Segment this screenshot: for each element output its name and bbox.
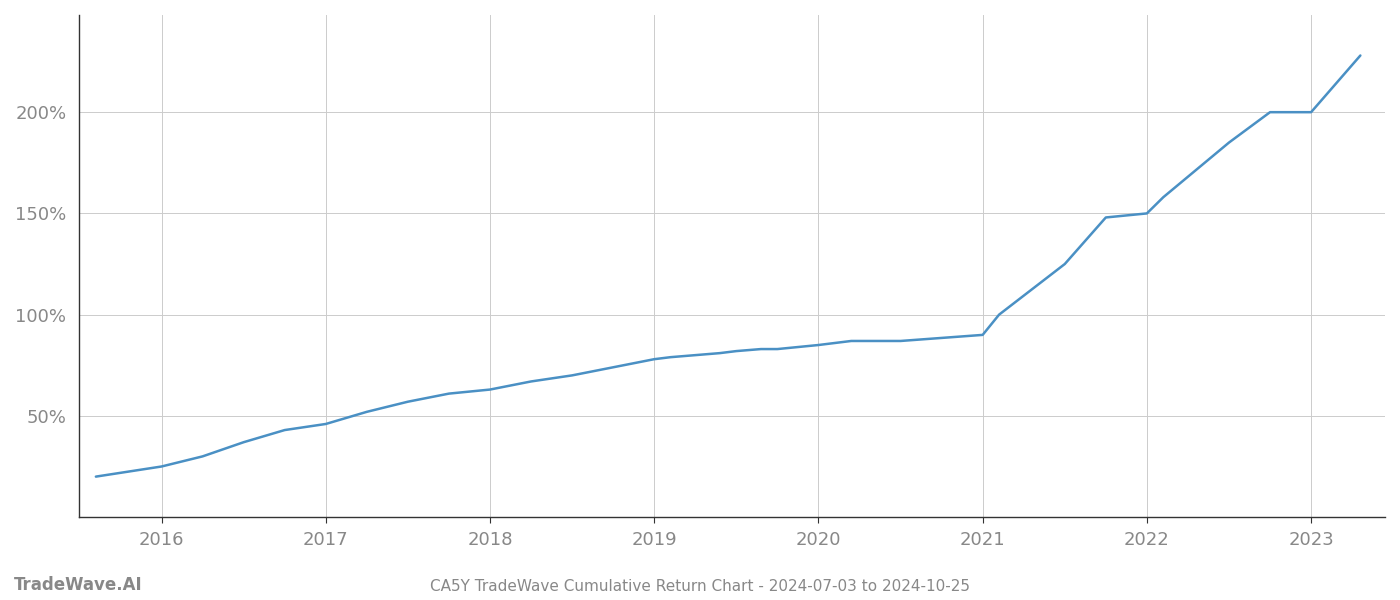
Text: TradeWave.AI: TradeWave.AI — [14, 576, 143, 594]
Text: CA5Y TradeWave Cumulative Return Chart - 2024-07-03 to 2024-10-25: CA5Y TradeWave Cumulative Return Chart -… — [430, 579, 970, 594]
